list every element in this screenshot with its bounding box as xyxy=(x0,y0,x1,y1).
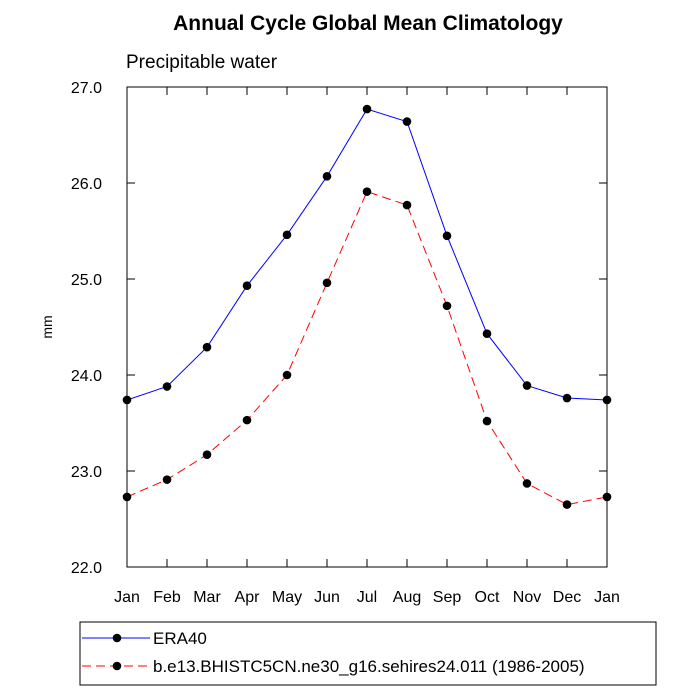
legend-label-1: ERA40 xyxy=(153,629,207,648)
chart-subtitle: Precipitable water xyxy=(126,52,278,73)
y-tick-label: 24.0 xyxy=(71,368,102,385)
series-1-point xyxy=(242,281,252,291)
x-tick-label: Nov xyxy=(513,589,541,606)
series-line-2 xyxy=(126,190,608,506)
series-2-point xyxy=(282,370,292,380)
series-1-point xyxy=(362,104,372,114)
series-1-point xyxy=(562,393,572,403)
x-tick-label: Jan xyxy=(594,589,620,606)
series-2-point xyxy=(242,415,252,425)
x-tick-label: Oct xyxy=(475,589,500,606)
legend-box xyxy=(79,621,657,686)
series-line-1 xyxy=(126,108,608,401)
series-2-point xyxy=(522,479,532,488)
x-tick-label: Aug xyxy=(393,589,421,606)
legend-marker-1 xyxy=(112,633,122,643)
series-1-point xyxy=(282,230,292,240)
series-2-point xyxy=(482,416,492,426)
x-tick-label: Jul xyxy=(357,589,377,606)
y-tick-label: 23.0 xyxy=(71,464,102,481)
x-tick-label: Apr xyxy=(235,589,261,606)
x-tick-label: Jun xyxy=(314,589,340,606)
plot-frame xyxy=(126,86,608,568)
series-2-point xyxy=(362,187,372,196)
series-1-point xyxy=(162,382,172,391)
y-tick-label: 22.0 xyxy=(71,560,102,577)
series-1-point xyxy=(202,342,212,352)
y-axis-label: mm xyxy=(39,315,55,338)
legend-label-2: b.e13.BHISTC5CN.ne30_g16.sehires24.011 (… xyxy=(153,657,585,676)
series-2-point xyxy=(402,200,412,210)
series-2-point xyxy=(202,450,212,459)
series-1-point xyxy=(442,231,452,241)
x-tick-label: Mar xyxy=(193,589,221,606)
series-2-point xyxy=(322,278,332,288)
x-tick-label: Sep xyxy=(433,589,462,606)
series-1-point xyxy=(602,395,612,405)
x-tick-label: Jan xyxy=(114,589,140,606)
series-1-point xyxy=(482,329,492,339)
y-tick-label: 26.0 xyxy=(71,176,102,193)
x-tick-label: Dec xyxy=(553,589,581,606)
series-2-point xyxy=(602,492,612,502)
plot-series xyxy=(122,104,612,509)
series-2-point xyxy=(122,492,132,502)
series-1-point xyxy=(322,171,332,181)
y-tick-label: 25.0 xyxy=(71,272,102,289)
axis-ticks: Jan Feb Mar Apr May Jun Jul Aug Sep Oct Nov Dec Jan 2… xyxy=(71,80,620,606)
legend-marker-2 xyxy=(112,661,122,671)
legend: ERA40 b.e13.BHISTC5CN.ne30_g16.sehires24.… xyxy=(82,629,585,676)
y-tick-label: 27.0 xyxy=(71,80,102,97)
series-2-point xyxy=(562,500,572,509)
series-2-point xyxy=(162,475,172,484)
chart-title: Annual Cycle Global Mean Climatology xyxy=(173,12,563,35)
x-tick-label: May xyxy=(272,589,302,606)
series-1-point xyxy=(522,381,532,390)
series-1-point xyxy=(402,117,412,126)
series-2-point xyxy=(442,301,452,311)
series-1-point xyxy=(122,395,132,405)
x-tick-label: Feb xyxy=(153,589,181,606)
